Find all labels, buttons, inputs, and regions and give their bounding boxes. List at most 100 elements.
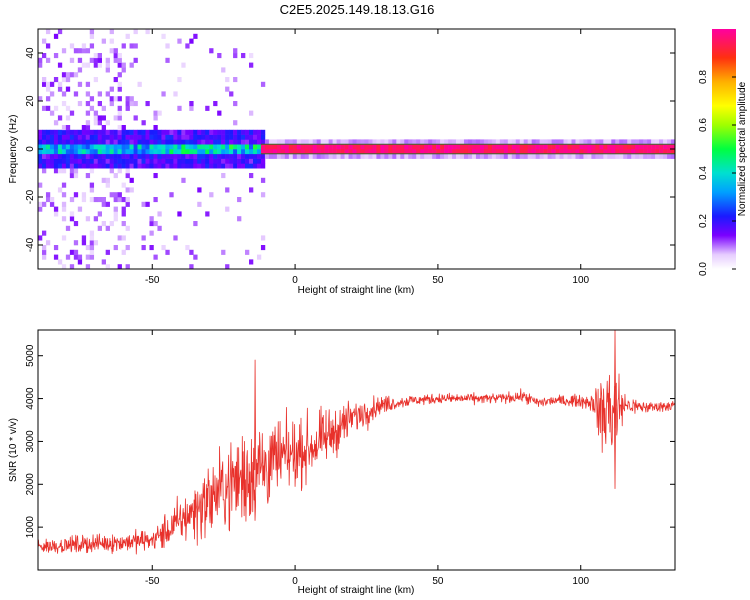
spectrogram-cell bbox=[619, 149, 624, 155]
spectrogram-cell bbox=[467, 153, 473, 159]
spectrogram-cell bbox=[105, 182, 110, 188]
spectrogram-cell bbox=[288, 149, 294, 155]
spectrogram-cell bbox=[241, 53, 246, 59]
spectrogram-cell bbox=[105, 149, 110, 155]
spectrogram-cell bbox=[185, 153, 190, 159]
spectrogram-cell bbox=[121, 197, 126, 203]
snr-y-label: SNR (10 * v/v) bbox=[8, 418, 19, 482]
spectrogram-cell bbox=[340, 149, 345, 155]
spectrogram-cell bbox=[109, 38, 114, 44]
spectrogram-cell bbox=[77, 254, 83, 260]
spectrogram-cell bbox=[41, 245, 47, 251]
spectrogram-cell bbox=[81, 153, 87, 159]
spectrogram-cell bbox=[125, 139, 130, 145]
spectrogram-cell bbox=[280, 139, 286, 145]
spectrogram-cell bbox=[73, 192, 79, 198]
spectrogram-cell bbox=[185, 245, 190, 251]
spectrogram-cell bbox=[177, 144, 182, 150]
spectrogram-cell bbox=[631, 149, 636, 155]
spectrogram-cell bbox=[113, 48, 118, 54]
snr-series-line bbox=[38, 330, 675, 555]
spectrogram-cell bbox=[85, 62, 91, 68]
spectrogram-cell bbox=[332, 153, 337, 159]
spectrogram-cell bbox=[456, 153, 461, 159]
spectrogram-cell bbox=[392, 153, 397, 159]
spectrogram-cell bbox=[503, 144, 509, 150]
spectrogram-cell bbox=[97, 158, 102, 164]
spectrogram-cell bbox=[121, 139, 126, 145]
spectrogram-cell bbox=[61, 129, 67, 135]
spectrogram-cell bbox=[113, 115, 118, 121]
spectrogram-cell bbox=[117, 139, 122, 145]
spectrogram-cell bbox=[599, 144, 604, 150]
spectrogram-cell bbox=[65, 144, 71, 150]
spectrogram-cell bbox=[57, 144, 63, 150]
spectrogram-cell bbox=[45, 96, 51, 102]
spectrogram-cell bbox=[153, 129, 158, 135]
spectrogram-cell bbox=[456, 149, 461, 155]
spectrogram-cell bbox=[57, 134, 63, 140]
spectrogram-cell bbox=[615, 149, 620, 155]
spectrogram-cell bbox=[260, 158, 266, 164]
spectrogram-cell bbox=[591, 153, 596, 159]
spectrogram-cell bbox=[229, 163, 234, 169]
spectrogram-cell bbox=[408, 153, 413, 159]
spectrogram-cell bbox=[260, 177, 266, 183]
x-tick-label: 50 bbox=[432, 576, 444, 587]
spectrogram-cell bbox=[117, 192, 122, 198]
spectrogram-cell bbox=[121, 221, 126, 227]
spectrogram-cell bbox=[300, 153, 306, 159]
spectrogram-cell bbox=[519, 153, 525, 159]
spectrogram-cell bbox=[647, 144, 652, 150]
spectrogram-cell bbox=[81, 197, 87, 203]
spectrogram-cell bbox=[129, 62, 134, 68]
spectrogram-cell bbox=[153, 173, 158, 179]
spectrogram-cell bbox=[225, 163, 230, 169]
spectrogram-cell bbox=[117, 125, 122, 131]
spectrogram-cell bbox=[38, 129, 43, 135]
spectrogram-cell bbox=[77, 81, 83, 87]
spectrogram-cell bbox=[145, 153, 150, 159]
spectrogram-cell bbox=[161, 91, 166, 97]
spectrogram-cell bbox=[57, 81, 63, 87]
spectrogram-cell bbox=[599, 139, 604, 145]
spectrogram-cell bbox=[201, 158, 206, 164]
spectrogram-cell bbox=[125, 158, 130, 164]
spectrogram-cell bbox=[89, 29, 95, 35]
spectrogram-cell bbox=[260, 149, 266, 155]
spectrogram-cell bbox=[89, 235, 95, 241]
spectrogram-cell bbox=[129, 129, 134, 135]
spectrogram-cell bbox=[523, 153, 528, 159]
spectrogram-cell bbox=[639, 153, 644, 159]
spectrogram-cell bbox=[97, 120, 102, 126]
spectrogram-cell bbox=[101, 201, 106, 207]
spectrogram-cell bbox=[149, 163, 154, 169]
spectrogram-cell bbox=[53, 245, 59, 251]
spectrogram-cell bbox=[165, 134, 170, 140]
spectrogram-cell bbox=[245, 153, 250, 159]
spectrogram-cell bbox=[456, 144, 461, 150]
spectrogram-cell bbox=[89, 163, 95, 169]
spectrogram-cell bbox=[507, 144, 513, 150]
spectrogram-cell bbox=[527, 149, 532, 155]
spectrogram-cell bbox=[197, 129, 202, 135]
spectrogram-cell bbox=[109, 129, 114, 135]
figure-title: C2E5.2025.149.18.13.G16 bbox=[280, 2, 435, 17]
spectrogram-cell bbox=[97, 153, 102, 159]
spectrogram-cell bbox=[85, 101, 91, 107]
spectrogram-cell bbox=[117, 158, 122, 164]
spectrogram-cell bbox=[153, 144, 158, 150]
spectrogram-cell bbox=[225, 206, 230, 212]
spectrogram-cell bbox=[639, 139, 644, 145]
spectrogram-cell bbox=[157, 225, 162, 231]
spectrogram-cell bbox=[360, 139, 365, 145]
spectrogram-cell bbox=[611, 144, 616, 150]
spectrogram-cell bbox=[300, 149, 306, 155]
spectrogram-cell bbox=[69, 110, 75, 116]
spectrogram-cell bbox=[61, 201, 67, 207]
spectrogram-cell bbox=[125, 144, 130, 150]
spectrogram-cell bbox=[85, 245, 91, 251]
spectrogram-cell bbox=[129, 153, 134, 159]
spectrogram-cell bbox=[145, 144, 150, 150]
colorbar-label: Normalized spectral amplitude bbox=[737, 81, 748, 216]
